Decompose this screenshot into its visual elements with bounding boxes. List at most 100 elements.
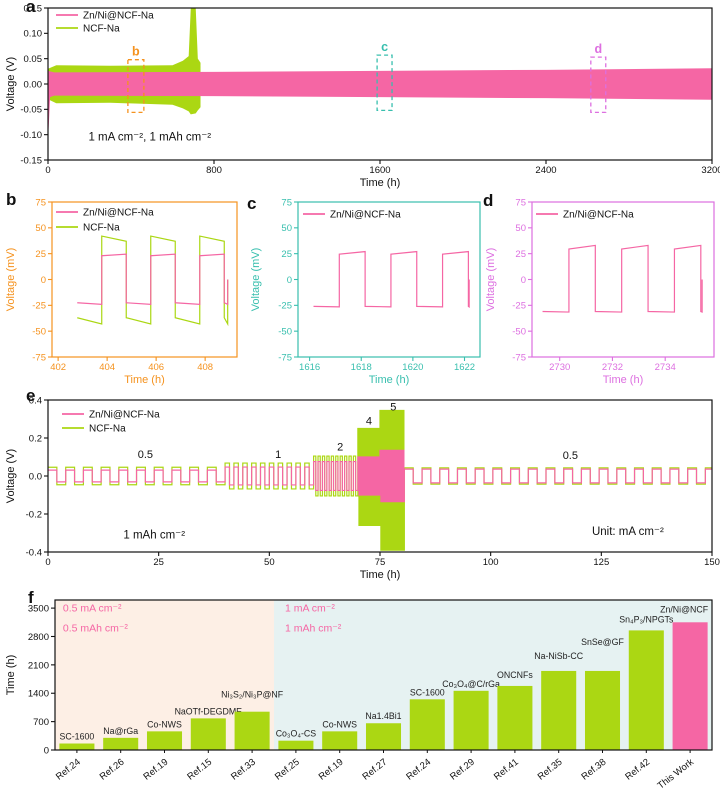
x-tick-label: 75 xyxy=(375,557,386,568)
y-tick-label: 0.15 xyxy=(24,3,43,14)
annotation: 2 xyxy=(337,441,343,453)
inset-box-b xyxy=(127,59,145,114)
y-tick-label: -0.15 xyxy=(20,155,42,166)
panel-label-c: c xyxy=(247,194,257,213)
bar-label: ONCNFs xyxy=(497,670,533,680)
panel-label-d: d xyxy=(483,191,494,210)
annotation: Unit: mA cm⁻² xyxy=(592,526,664,538)
x-category-label: Ref.41 xyxy=(492,757,521,783)
bar-label: Co₃O₄-CS xyxy=(276,729,317,739)
y-tick-label: 50 xyxy=(281,223,292,234)
y-tick-label: 0.00 xyxy=(24,79,43,90)
x-category-label: Ref.15 xyxy=(185,757,214,783)
x-category-label: Ref.27 xyxy=(361,757,390,783)
y-tick-label: 2100 xyxy=(28,660,49,671)
y-tick-label: -75 xyxy=(278,352,292,363)
annotation: 0.5 mA cm⁻² xyxy=(63,602,122,614)
x-tick-label: 25 xyxy=(153,557,164,568)
panel-label-a: a xyxy=(26,0,36,16)
y-tick-label: 700 xyxy=(33,717,49,728)
legend-label-zn-ni-ncf-na: Zn/Ni@NCF-Na xyxy=(563,210,634,221)
legend: Zn/Ni@NCF-Na NCF-Na xyxy=(62,410,160,435)
axis-ticks: 0 800 1600 2400 3200 0.15 0.10 0.05 0.00 -0.05 -0.… xyxy=(20,3,720,176)
inset-box-c xyxy=(376,54,393,111)
annotation: 0.5 mAh cm⁻² xyxy=(63,623,129,635)
x-tick-label: 150 xyxy=(704,557,720,568)
x-tick-label: 0 xyxy=(45,165,50,176)
bar-ref-42-sn-p-npgts xyxy=(628,630,664,750)
annotation: 1 mAh cm⁻² xyxy=(285,623,342,635)
y-tick-label: 25 xyxy=(515,249,526,260)
bar-ref-19-co-nws xyxy=(322,731,358,750)
y-tick-label: 0 xyxy=(44,745,49,756)
bar-ref-33-ni-s-ni-p-nf xyxy=(234,711,270,750)
annotation: 1 mA cm⁻², 1 mAh cm⁻² xyxy=(88,132,211,144)
series-zn-ni-ncf-na xyxy=(313,250,470,309)
x-tick-label: 1620 xyxy=(402,362,423,373)
x-category-label: Ref.24 xyxy=(54,757,83,783)
x-axis-label: Time (h) xyxy=(603,374,644,386)
bar-this-work-zn-ni-ncf xyxy=(672,622,708,750)
x-category-label: This Work xyxy=(656,757,697,788)
y-tick-label: 75 xyxy=(515,197,526,208)
x-tick-label: 404 xyxy=(99,362,115,373)
bar-label: SC-1600 xyxy=(410,687,445,697)
panel-label-e: e xyxy=(26,386,36,405)
x-tick-label: 406 xyxy=(148,362,164,373)
y-tick-label: 0 xyxy=(287,275,292,286)
x-axis-label: Time (h) xyxy=(360,569,401,581)
legend-label-zn-ni-ncf-na: Zn/Ni@NCF-Na xyxy=(330,210,401,221)
bar-label: Co-NWS xyxy=(322,719,357,729)
bar-ref-25-co-o-cs xyxy=(278,740,314,750)
x-tick-label: 125 xyxy=(593,557,609,568)
annotation: 0.5 xyxy=(138,449,153,461)
y-tick-label: 0.4 xyxy=(29,395,42,406)
plot-frame xyxy=(531,201,715,358)
y-tick-label: 0.2 xyxy=(29,433,42,444)
y-tick-label: 0.0 xyxy=(29,471,42,482)
bar-label: Ni₃S₂/Ni₃P@NF xyxy=(221,690,284,700)
axis-ticks: 402 404 406 408 75 50 25 0 -25 -50 -75 xyxy=(32,197,213,373)
y-tick-label: -75 xyxy=(32,352,46,363)
annotation: 1 mA cm⁻² xyxy=(285,602,335,614)
annotation: 5 xyxy=(390,401,396,413)
x-category-label: Ref.19 xyxy=(317,757,346,783)
panel-b-chart: 402 404 406 408 75 50 25 0 -25 -50 -75 Time (h) Volt… xyxy=(5,197,238,386)
y-axis-label: Voltage (mV) xyxy=(5,248,17,312)
bar-label: Na1.4Bi1 xyxy=(365,711,401,721)
bar-ref-27-na1-4bi1 xyxy=(365,723,402,750)
series-zn-ni-ncf-na xyxy=(48,68,712,130)
x-tick-label: 2734 xyxy=(655,362,676,373)
bar-ref-24-sc-1600 xyxy=(59,743,95,750)
y-tick-label: 75 xyxy=(281,197,292,208)
x-tick-label: 2730 xyxy=(549,362,570,373)
panel-c-chart: 1616 1618 1620 1622 75 50 25 0 -25 -50 -75 Time (h)… xyxy=(250,197,481,386)
x-category-label: Ref.19 xyxy=(142,757,171,783)
series-group xyxy=(542,244,703,313)
legend: Zn/Ni@NCF-Na xyxy=(536,210,634,221)
y-tick-label: -50 xyxy=(32,327,46,338)
legend-label-zn-ni-ncf-na: Zn/Ni@NCF-Na xyxy=(83,208,154,219)
x-category-label: Ref.38 xyxy=(580,757,609,783)
y-tick-label: -0.05 xyxy=(20,105,42,116)
series-group xyxy=(313,250,470,309)
y-tick-label: -0.4 xyxy=(26,547,42,558)
series-group xyxy=(48,8,712,130)
bar-ref-24-sc-1600 xyxy=(409,699,445,750)
bar-ref-38-snse-gf xyxy=(584,670,621,750)
series-group xyxy=(48,409,712,551)
legend-label-ncf-na: NCF-Na xyxy=(83,223,120,234)
y-tick-label: 0 xyxy=(41,275,46,286)
series-zn-ni-ncf-na xyxy=(48,449,712,503)
y-tick-label: 50 xyxy=(35,223,46,234)
bar-ref-41-oncnfs xyxy=(497,685,533,750)
legend: Zn/Ni@NCF-Na NCF-Na xyxy=(56,11,154,35)
x-category-label: Ref.33 xyxy=(229,757,258,783)
legend: Zn/Ni@NCF-Na NCF-Na xyxy=(56,208,154,234)
x-tick-label: 2732 xyxy=(602,362,623,373)
y-tick-label: 0.05 xyxy=(24,54,43,65)
bar-label: Co₃O₄@C/rGa xyxy=(442,679,500,689)
inset-label-c: c xyxy=(381,40,388,54)
